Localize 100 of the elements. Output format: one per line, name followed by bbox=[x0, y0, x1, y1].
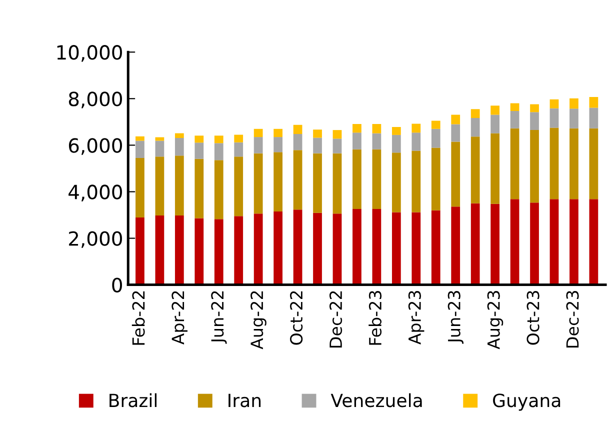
bar bbox=[550, 99, 559, 108]
bar bbox=[510, 128, 520, 200]
bar bbox=[550, 199, 559, 285]
bar bbox=[570, 98, 578, 109]
bar bbox=[470, 109, 480, 118]
bar bbox=[451, 124, 460, 142]
bar bbox=[392, 134, 401, 153]
legend-label: Venezuela bbox=[330, 393, 422, 408]
y-tick-label: 2,000 bbox=[69, 231, 122, 248]
bar bbox=[254, 153, 263, 214]
bar bbox=[470, 136, 480, 204]
bar bbox=[451, 114, 460, 124]
x-tick-label: Jun-22 bbox=[211, 291, 227, 344]
bar bbox=[274, 152, 282, 212]
bar bbox=[274, 212, 282, 285]
bar bbox=[470, 203, 480, 285]
bar bbox=[431, 120, 440, 129]
x-tick-label: Feb-22 bbox=[132, 291, 145, 345]
legend-label: Iran bbox=[228, 394, 261, 408]
bar bbox=[214, 136, 224, 144]
bar bbox=[372, 124, 382, 134]
bar bbox=[412, 132, 421, 151]
bar bbox=[550, 108, 559, 128]
bar bbox=[412, 212, 421, 285]
bar bbox=[234, 142, 244, 157]
bar bbox=[194, 136, 204, 143]
y-tick-label: 6,000 bbox=[68, 138, 122, 155]
bar bbox=[274, 128, 282, 138]
bar bbox=[490, 204, 500, 285]
bar bbox=[352, 124, 362, 133]
bar bbox=[392, 127, 401, 135]
bar bbox=[313, 153, 322, 213]
bar bbox=[490, 106, 500, 115]
bar bbox=[570, 128, 578, 200]
bar bbox=[214, 160, 224, 220]
bar bbox=[214, 143, 224, 160]
bar bbox=[174, 133, 184, 138]
bar bbox=[293, 124, 302, 134]
y-tick-label: 4,000 bbox=[68, 184, 122, 202]
bar bbox=[570, 108, 578, 128]
x-tick-label: Dec-23 bbox=[566, 291, 579, 348]
bar bbox=[155, 137, 164, 141]
bar bbox=[589, 128, 598, 200]
bar bbox=[313, 212, 322, 285]
bar bbox=[136, 140, 144, 158]
bar bbox=[293, 134, 302, 150]
bar bbox=[352, 149, 362, 209]
bar bbox=[490, 114, 500, 134]
bar bbox=[431, 128, 440, 148]
bar bbox=[155, 156, 164, 216]
bar bbox=[530, 202, 539, 285]
bar bbox=[155, 140, 164, 157]
bar bbox=[254, 137, 263, 154]
bar bbox=[214, 219, 224, 285]
bar bbox=[332, 214, 342, 285]
bar bbox=[510, 199, 520, 285]
bar bbox=[352, 132, 362, 150]
bar bbox=[550, 128, 559, 200]
bar bbox=[174, 156, 184, 216]
bar bbox=[155, 215, 164, 285]
bar bbox=[451, 206, 460, 285]
bar bbox=[392, 212, 401, 285]
x-tick-label: Aug-22 bbox=[250, 291, 266, 350]
bar bbox=[194, 158, 204, 218]
y-tick-label: 8,000 bbox=[68, 92, 122, 108]
bar bbox=[174, 215, 184, 285]
bar bbox=[254, 128, 263, 138]
bar bbox=[332, 153, 342, 214]
bar bbox=[490, 133, 500, 204]
bar bbox=[589, 108, 598, 128]
bar bbox=[570, 199, 578, 285]
bar bbox=[451, 142, 460, 207]
bar bbox=[589, 97, 598, 108]
bar bbox=[431, 210, 440, 285]
bar bbox=[470, 118, 480, 137]
bar bbox=[313, 130, 322, 138]
x-tick-label: Apr-22 bbox=[172, 291, 188, 345]
x-tick-label: Oct-23 bbox=[526, 291, 540, 345]
bar bbox=[332, 130, 342, 139]
bar bbox=[234, 216, 244, 285]
bar bbox=[254, 214, 263, 285]
bar bbox=[510, 103, 520, 111]
bar bbox=[174, 138, 184, 156]
x-tick-label: Dec-22 bbox=[329, 291, 342, 348]
bar bbox=[274, 137, 282, 152]
bar bbox=[194, 218, 204, 285]
bar bbox=[194, 142, 204, 159]
bar bbox=[372, 133, 382, 150]
x-tick-label: Oct-22 bbox=[290, 291, 303, 345]
bar bbox=[530, 112, 539, 130]
legend-label: Guyana bbox=[493, 394, 560, 411]
legend-label: Brazil bbox=[110, 393, 157, 408]
bar bbox=[293, 210, 302, 285]
x-tick-label: Jun-23 bbox=[448, 291, 464, 344]
bar bbox=[372, 208, 382, 285]
x-tick-label: Aug-23 bbox=[487, 291, 504, 350]
bar bbox=[530, 130, 539, 203]
bar bbox=[352, 208, 362, 285]
bar bbox=[589, 199, 598, 285]
y-tick-label: 0 bbox=[112, 278, 122, 292]
